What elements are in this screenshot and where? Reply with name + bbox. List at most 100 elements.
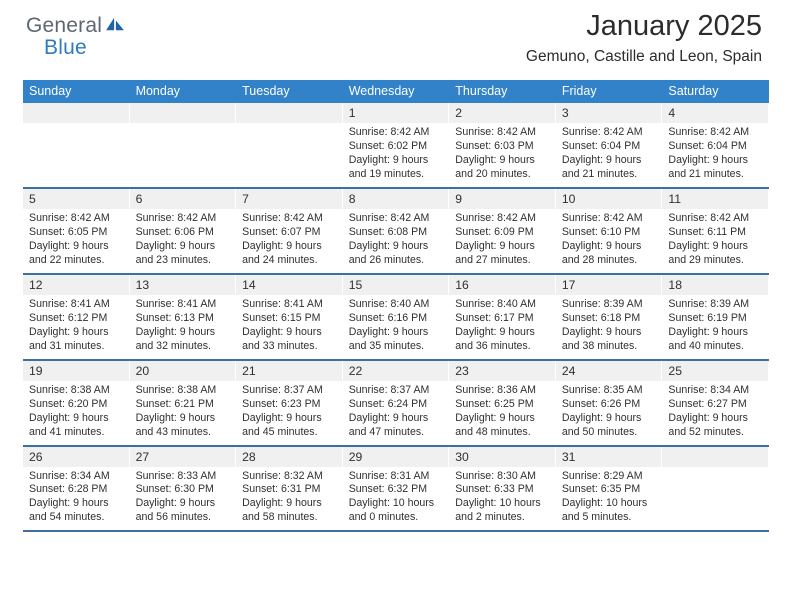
daynum-row: 19202122232425 [23, 361, 769, 381]
day-number: 8 [343, 189, 450, 209]
sunset-text: Sunset: 6:15 PM [242, 312, 337, 326]
detail-row: Sunrise: 8:42 AMSunset: 6:05 PMDaylight:… [23, 209, 769, 273]
daylight-text: Daylight: 9 hours and 24 minutes. [242, 240, 337, 268]
daylight-text: Daylight: 9 hours and 35 minutes. [349, 326, 444, 354]
day-detail: Sunrise: 8:39 AMSunset: 6:19 PMDaylight:… [662, 295, 769, 359]
brand-logo: General Blue [26, 14, 126, 38]
sunset-text: Sunset: 6:07 PM [242, 226, 337, 240]
sunrise-text: Sunrise: 8:41 AM [242, 298, 337, 312]
sunrise-text: Sunrise: 8:42 AM [242, 212, 337, 226]
sunrise-text: Sunrise: 8:41 AM [29, 298, 124, 312]
day-detail: Sunrise: 8:29 AMSunset: 6:35 PMDaylight:… [556, 467, 663, 531]
sunrise-text: Sunrise: 8:31 AM [349, 470, 444, 484]
day-number: 16 [449, 275, 556, 295]
day-number: 22 [343, 361, 450, 381]
day-detail: Sunrise: 8:36 AMSunset: 6:25 PMDaylight:… [449, 381, 556, 445]
daylight-text: Daylight: 9 hours and 43 minutes. [136, 412, 231, 440]
day-number [130, 103, 237, 123]
sunrise-text: Sunrise: 8:42 AM [455, 212, 550, 226]
daylight-text: Daylight: 9 hours and 54 minutes. [29, 497, 124, 525]
weekday-header: Sunday [23, 80, 130, 103]
daylight-text: Daylight: 9 hours and 31 minutes. [29, 326, 124, 354]
day-detail: Sunrise: 8:33 AMSunset: 6:30 PMDaylight:… [130, 467, 237, 531]
sunrise-text: Sunrise: 8:42 AM [668, 126, 763, 140]
sunrise-text: Sunrise: 8:42 AM [668, 212, 763, 226]
day-number: 30 [449, 447, 556, 467]
day-detail: Sunrise: 8:38 AMSunset: 6:20 PMDaylight:… [23, 381, 130, 445]
weekday-header: Tuesday [236, 80, 343, 103]
week-separator [23, 530, 769, 532]
day-detail: Sunrise: 8:42 AMSunset: 6:04 PMDaylight:… [556, 123, 663, 187]
sunset-text: Sunset: 6:30 PM [136, 483, 231, 497]
sunset-text: Sunset: 6:21 PM [136, 398, 231, 412]
detail-row: Sunrise: 8:34 AMSunset: 6:28 PMDaylight:… [23, 467, 769, 531]
daylight-text: Daylight: 9 hours and 21 minutes. [562, 154, 657, 182]
day-number: 28 [236, 447, 343, 467]
day-number: 25 [662, 361, 769, 381]
daylight-text: Daylight: 10 hours and 0 minutes. [349, 497, 444, 525]
detail-row: Sunrise: 8:41 AMSunset: 6:12 PMDaylight:… [23, 295, 769, 359]
day-number: 4 [662, 103, 769, 123]
day-detail: Sunrise: 8:42 AMSunset: 6:10 PMDaylight:… [556, 209, 663, 273]
day-number: 6 [130, 189, 237, 209]
sunset-text: Sunset: 6:17 PM [455, 312, 550, 326]
sunset-text: Sunset: 6:13 PM [136, 312, 231, 326]
daylight-text: Daylight: 9 hours and 38 minutes. [562, 326, 657, 354]
day-detail: Sunrise: 8:42 AMSunset: 6:05 PMDaylight:… [23, 209, 130, 273]
daylight-text: Daylight: 9 hours and 48 minutes. [455, 412, 550, 440]
page-header: General Blue January 2025 Gemuno, Castil… [0, 0, 792, 80]
day-number: 10 [556, 189, 663, 209]
day-detail: Sunrise: 8:39 AMSunset: 6:18 PMDaylight:… [556, 295, 663, 359]
sunrise-text: Sunrise: 8:42 AM [349, 126, 444, 140]
weekday-header-row: Sunday Monday Tuesday Wednesday Thursday… [23, 80, 769, 103]
day-detail [662, 467, 769, 531]
day-detail [130, 123, 237, 187]
daylight-text: Daylight: 9 hours and 21 minutes. [668, 154, 763, 182]
day-number: 31 [556, 447, 663, 467]
day-number: 29 [343, 447, 450, 467]
day-detail [23, 123, 130, 187]
sunset-text: Sunset: 6:06 PM [136, 226, 231, 240]
daynum-row: 262728293031 [23, 447, 769, 467]
day-detail: Sunrise: 8:41 AMSunset: 6:15 PMDaylight:… [236, 295, 343, 359]
daylight-text: Daylight: 9 hours and 22 minutes. [29, 240, 124, 268]
sunrise-text: Sunrise: 8:37 AM [349, 384, 444, 398]
day-detail: Sunrise: 8:42 AMSunset: 6:02 PMDaylight:… [343, 123, 450, 187]
sunrise-text: Sunrise: 8:35 AM [562, 384, 657, 398]
day-number: 2 [449, 103, 556, 123]
day-number [23, 103, 130, 123]
day-number: 20 [130, 361, 237, 381]
detail-row: Sunrise: 8:42 AMSunset: 6:02 PMDaylight:… [23, 123, 769, 187]
calendar-grid: Sunday Monday Tuesday Wednesday Thursday… [23, 80, 769, 532]
day-detail: Sunrise: 8:32 AMSunset: 6:31 PMDaylight:… [236, 467, 343, 531]
sunrise-text: Sunrise: 8:37 AM [242, 384, 337, 398]
sunset-text: Sunset: 6:18 PM [562, 312, 657, 326]
sunrise-text: Sunrise: 8:33 AM [136, 470, 231, 484]
day-number: 18 [662, 275, 769, 295]
sunrise-text: Sunrise: 8:41 AM [136, 298, 231, 312]
daynum-row: 567891011 [23, 189, 769, 209]
sunrise-text: Sunrise: 8:42 AM [136, 212, 231, 226]
detail-row: Sunrise: 8:38 AMSunset: 6:20 PMDaylight:… [23, 381, 769, 445]
sunset-text: Sunset: 6:28 PM [29, 483, 124, 497]
day-number: 1 [343, 103, 450, 123]
daylight-text: Daylight: 9 hours and 27 minutes. [455, 240, 550, 268]
day-number [662, 447, 769, 467]
sunset-text: Sunset: 6:10 PM [562, 226, 657, 240]
day-number: 9 [449, 189, 556, 209]
sunset-text: Sunset: 6:31 PM [242, 483, 337, 497]
sunset-text: Sunset: 6:20 PM [29, 398, 124, 412]
daylight-text: Daylight: 9 hours and 19 minutes. [349, 154, 444, 182]
day-number: 14 [236, 275, 343, 295]
sunset-text: Sunset: 6:12 PM [29, 312, 124, 326]
daylight-text: Daylight: 9 hours and 45 minutes. [242, 412, 337, 440]
calendar-title: January 2025 [586, 10, 762, 43]
day-detail: Sunrise: 8:30 AMSunset: 6:33 PMDaylight:… [449, 467, 556, 531]
sunrise-text: Sunrise: 8:42 AM [562, 212, 657, 226]
weekday-header: Friday [556, 80, 663, 103]
day-detail: Sunrise: 8:37 AMSunset: 6:23 PMDaylight:… [236, 381, 343, 445]
sunset-text: Sunset: 6:24 PM [349, 398, 444, 412]
day-number: 7 [236, 189, 343, 209]
day-number: 27 [130, 447, 237, 467]
day-detail: Sunrise: 8:41 AMSunset: 6:12 PMDaylight:… [23, 295, 130, 359]
